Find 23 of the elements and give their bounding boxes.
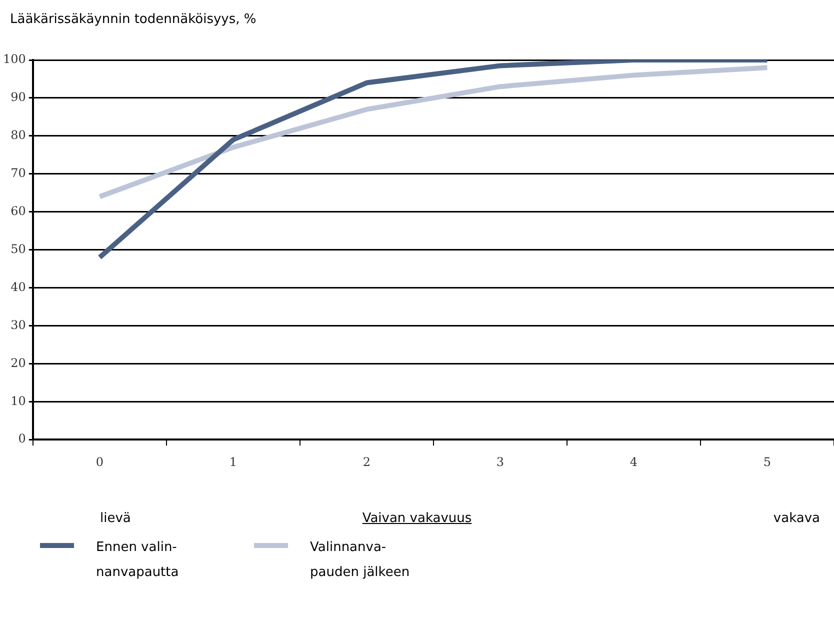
y-tick-label: 20 — [10, 356, 26, 370]
x-tick-label: 0 — [96, 454, 104, 469]
y-tick-label: 40 — [10, 280, 26, 294]
y-tick-label: 90 — [10, 90, 26, 104]
y-tick-label: 30 — [10, 318, 26, 332]
text: lievä — [100, 511, 131, 526]
legend-label: Ennen valin- nanvapautta — [96, 539, 180, 582]
x-tick-label: 5 — [763, 454, 772, 469]
x-tick-label: 2 — [362, 454, 371, 469]
y-tick-label: 70 — [10, 166, 26, 180]
y-axis-title: Lääkärissäkäynnin todennäköisyys, % — [10, 12, 256, 27]
y-tick-label: 80 — [10, 128, 26, 142]
x-tick-label: 4 — [630, 454, 638, 469]
x-tick-label: 3 — [496, 454, 504, 469]
legend-label: Valinnanva- pauden jälkeen — [310, 539, 411, 582]
x-tick-label: 1 — [229, 454, 237, 469]
y-tick-label: 100 — [3, 52, 26, 66]
x-axis-title: Vaivan vakavuus — [362, 511, 472, 526]
y-tick-label: 0 — [18, 432, 26, 446]
y-tick-label: 50 — [10, 242, 26, 256]
y-tick-label: 10 — [10, 394, 26, 408]
y-tick-label: 60 — [10, 204, 26, 218]
text: vakava — [773, 511, 820, 526]
